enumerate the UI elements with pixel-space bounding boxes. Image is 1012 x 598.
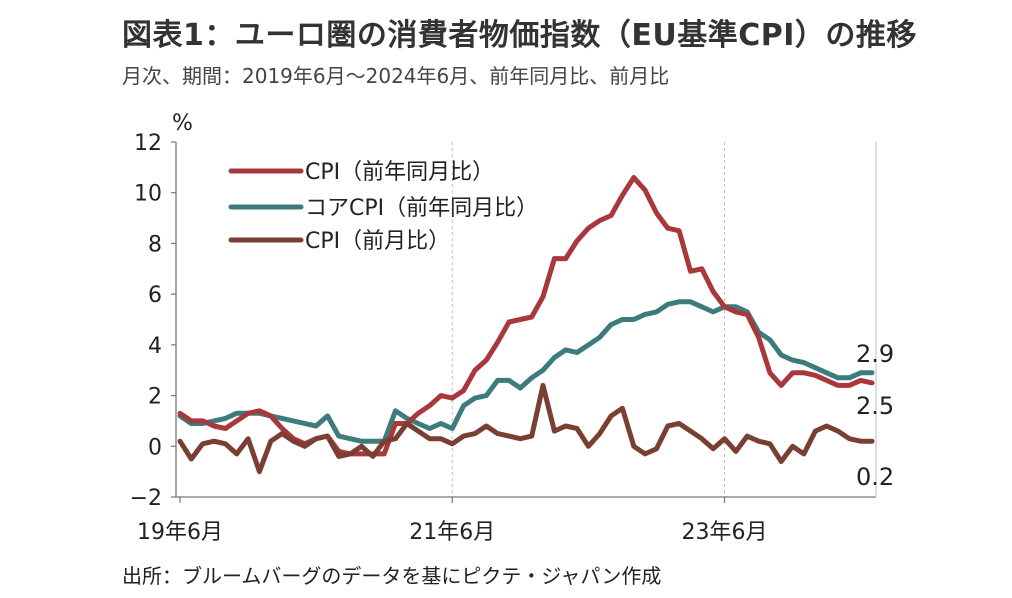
end-label-cpi_mom: 0.2 [856, 463, 894, 491]
axes: 19年6月 21年6月 23年6月 12 10 8 6 4 2 0 −2 [130, 131, 877, 545]
y-tick-label: −2 [130, 486, 162, 511]
y-tick-label: 2 [148, 385, 162, 410]
y-tick-label: 6 [148, 283, 162, 308]
y-tick-label: 10 [134, 182, 162, 207]
x-tick-label: 21年6月 [409, 520, 495, 545]
series-line-cpi_mom [177, 382, 875, 475]
legend: CPI（前年同月比） コアCPI（前年同月比） CPI（前月比） [228, 160, 538, 254]
source-note: 出所：ブルームバーグのデータを基にピクテ・ジャパン作成 [122, 564, 662, 588]
y-tick-label: 4 [148, 334, 162, 359]
series-lines [177, 175, 875, 475]
y-tick-label: 8 [148, 232, 162, 257]
legend-label-cpi_mom: CPI（前月比） [305, 229, 450, 254]
end-labels: 2.9 2.5 0.2 [856, 340, 894, 491]
y-tick-label: 0 [148, 435, 162, 460]
chart-subtitle: 月次、期間：2019年6月～2024年6月、前年同月比、前月比 [122, 64, 670, 88]
end-label-core_yoy: 2.9 [856, 340, 894, 368]
legend-label-cpi_yoy: CPI（前年同月比） [305, 160, 494, 185]
x-tick-label: 23年6月 [682, 520, 768, 545]
x-tick-label: 19年6月 [137, 520, 223, 545]
end-label-cpi_yoy: 2.5 [856, 392, 894, 420]
chart-title: 図表1：ユーロ圏の消費者物価指数（EU基準CPI）の推移 [122, 18, 917, 53]
y-tick-label: 12 [134, 131, 162, 156]
y-axis-unit-label: % [172, 111, 193, 136]
legend-label-core_yoy: コアCPI（前年同月比） [305, 196, 538, 221]
